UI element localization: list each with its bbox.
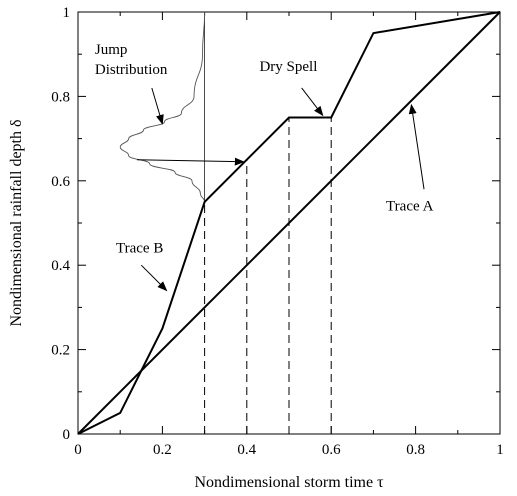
annotation-arrow-dry	[301, 87, 324, 117]
annotation-arrow-traceA	[408, 103, 425, 190]
x-tick-label: 0.4	[237, 442, 256, 458]
x-tick-label: 1	[496, 442, 504, 458]
y-tick-label: 0.6	[51, 174, 70, 190]
annotation-arrow-jump	[151, 87, 164, 125]
annotation-label-dry: Dry Spell	[259, 59, 317, 75]
annotation-arrow-traceB	[140, 264, 168, 292]
y-tick-label: 0.2	[51, 343, 70, 359]
jump-arrow	[137, 157, 245, 166]
annotation-label-jump: Jump	[95, 42, 128, 58]
y-tick-label: 0	[63, 427, 71, 443]
jump-distribution-curve	[119, 11, 206, 202]
x-axis-label: Nondimensional storm time τ	[194, 474, 384, 491]
x-tick-label: 0	[74, 442, 82, 458]
y-tick-label: 0.8	[51, 89, 70, 105]
annotation-label-traceB: Trace B	[116, 241, 163, 257]
trace-a-line	[77, 11, 501, 435]
plot-area	[77, 11, 501, 435]
annotation-label-traceA: Trace A	[386, 198, 434, 214]
x-tick-label: 0.2	[153, 442, 172, 458]
annotation-label-jump: Distribution	[95, 62, 168, 78]
annotations-group: Jump Distribution Dry Spell Trace A Trace B	[95, 42, 434, 292]
y-axis-label: Nondimensional rainfall depth δ	[8, 119, 25, 326]
x-tick-label: 0.6	[322, 442, 341, 458]
x-tick-label: 0.8	[406, 442, 425, 458]
y-tick-label: 0.4	[51, 258, 70, 274]
trace-b-line	[77, 11, 501, 435]
y-tick-label: 1	[63, 5, 71, 21]
